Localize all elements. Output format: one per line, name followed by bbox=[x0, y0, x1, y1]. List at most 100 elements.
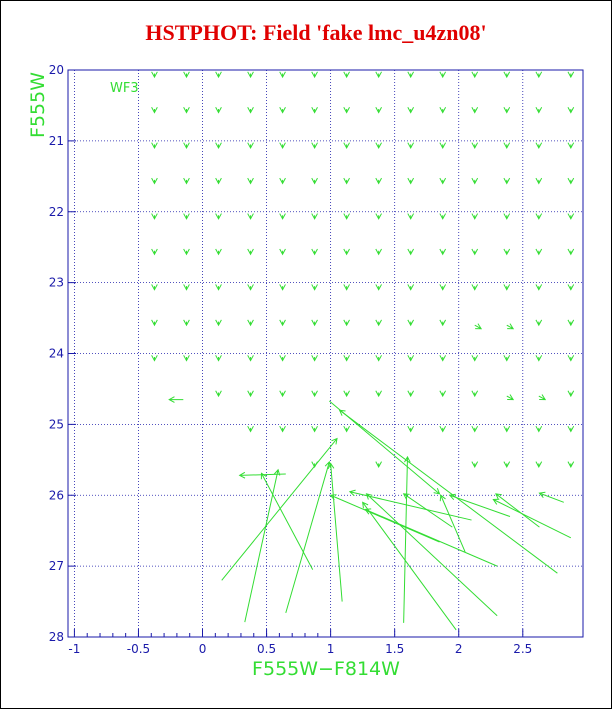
arrow bbox=[151, 213, 158, 220]
arrow bbox=[311, 177, 318, 185]
x-tick-label: 1 bbox=[327, 642, 335, 656]
arrow bbox=[535, 425, 543, 433]
arrow bbox=[407, 390, 415, 398]
arrow bbox=[168, 396, 184, 403]
arrow bbox=[503, 107, 511, 114]
y-tick-label: 27 bbox=[49, 559, 64, 573]
arrow bbox=[471, 461, 479, 468]
arrow bbox=[407, 71, 415, 79]
arrow bbox=[567, 71, 575, 79]
arrow bbox=[311, 142, 318, 150]
arrow bbox=[471, 284, 479, 291]
arrow bbox=[439, 248, 447, 256]
arrow bbox=[183, 248, 190, 256]
arrow bbox=[503, 284, 511, 291]
arrow bbox=[535, 248, 543, 256]
arrow bbox=[567, 355, 575, 362]
arrow bbox=[343, 425, 350, 433]
x-tick-label: 0.5 bbox=[257, 642, 276, 656]
arrow bbox=[311, 355, 318, 362]
arrow bbox=[279, 248, 286, 256]
arrow bbox=[375, 355, 382, 362]
arrow bbox=[329, 494, 440, 543]
arrow bbox=[215, 177, 222, 185]
arrow bbox=[311, 107, 318, 114]
arrow bbox=[221, 437, 338, 581]
arrow bbox=[439, 494, 466, 553]
arrow bbox=[495, 493, 540, 528]
arrow bbox=[343, 390, 350, 398]
arrow bbox=[535, 355, 543, 362]
arrow bbox=[183, 107, 190, 114]
arrow bbox=[343, 177, 350, 185]
arrow bbox=[215, 319, 222, 327]
y-tick-label: 26 bbox=[49, 488, 64, 502]
arrow bbox=[247, 425, 254, 433]
arrow bbox=[247, 213, 254, 220]
arrow bbox=[247, 71, 254, 79]
arrow bbox=[327, 462, 343, 602]
y-tick-label: 24 bbox=[49, 347, 64, 361]
arrow bbox=[567, 142, 575, 150]
arrow bbox=[311, 284, 318, 291]
arrow bbox=[567, 319, 575, 327]
arrow bbox=[215, 248, 222, 256]
arrow bbox=[439, 355, 447, 362]
arrow bbox=[279, 71, 286, 79]
arrow bbox=[375, 71, 382, 79]
y-tick-label: 23 bbox=[49, 276, 64, 290]
arrow bbox=[402, 493, 453, 528]
arrow bbox=[362, 501, 457, 631]
arrow bbox=[535, 461, 543, 468]
arrow bbox=[311, 425, 318, 433]
arrow bbox=[183, 213, 190, 220]
arrow bbox=[503, 142, 511, 150]
arrow bbox=[471, 142, 479, 150]
arrow bbox=[375, 213, 382, 220]
arrow bbox=[535, 319, 543, 327]
arrow bbox=[503, 355, 511, 362]
y-tick-label: 22 bbox=[49, 205, 64, 219]
arrow bbox=[471, 107, 479, 114]
x-tick-label: 1.5 bbox=[385, 642, 404, 656]
arrow bbox=[503, 71, 511, 79]
y-tick-label: 21 bbox=[49, 134, 64, 148]
x-tick-label: -1 bbox=[68, 642, 80, 656]
arrow bbox=[247, 284, 254, 291]
arrow bbox=[365, 493, 498, 617]
arrow bbox=[538, 394, 547, 401]
arrow bbox=[492, 498, 572, 539]
x-tick-label: 2 bbox=[455, 642, 463, 656]
arrow bbox=[439, 425, 447, 433]
arrow bbox=[535, 284, 543, 291]
arrow bbox=[506, 323, 515, 330]
arrow bbox=[471, 71, 479, 79]
arrow bbox=[503, 177, 511, 185]
arrow bbox=[279, 284, 286, 291]
arrow bbox=[311, 390, 318, 398]
y-tick-label: 20 bbox=[49, 63, 64, 77]
arrow bbox=[471, 248, 479, 256]
arrow bbox=[279, 107, 286, 114]
arrow bbox=[403, 455, 411, 623]
arrow bbox=[503, 248, 511, 256]
arrow bbox=[279, 213, 286, 220]
arrow bbox=[260, 472, 314, 570]
arrow bbox=[238, 471, 286, 479]
arrow bbox=[151, 284, 158, 291]
arrow bbox=[311, 213, 318, 220]
arrow bbox=[439, 142, 447, 150]
arrow bbox=[343, 142, 350, 150]
arrow bbox=[151, 177, 158, 185]
arrow bbox=[375, 248, 382, 256]
arrow bbox=[279, 355, 286, 362]
arrow bbox=[503, 425, 511, 433]
arrow bbox=[183, 284, 190, 291]
arrow bbox=[506, 394, 515, 401]
arrow bbox=[535, 177, 543, 185]
arrow bbox=[183, 355, 190, 362]
arrow bbox=[311, 71, 318, 79]
arrow bbox=[215, 390, 222, 398]
